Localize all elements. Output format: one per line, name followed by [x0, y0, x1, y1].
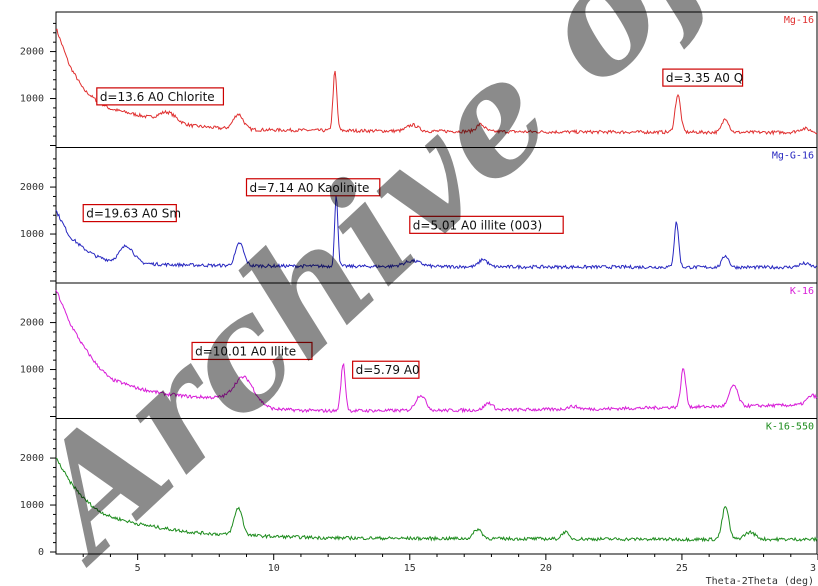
series-line-k-16-550	[55, 457, 818, 543]
series-line-mg-g-16	[55, 195, 818, 270]
series-label: K-16	[790, 286, 814, 297]
x-axis-label: Theta-2Theta (deg)	[706, 576, 814, 586]
annotation-box	[352, 360, 420, 379]
annotation-box	[409, 215, 564, 234]
annotation-label: d=3.35 A0 Q	[666, 71, 743, 85]
annotation-label: d=5.79 A0	[356, 363, 420, 377]
x-axis: 5 10 15 20 25 3 Theta-2Theta (deg)	[82, 554, 818, 586]
x-tick-label: 5	[135, 563, 141, 574]
x-tick-label: 10	[268, 563, 280, 574]
annotation-label: d=10.01 A0 Illite	[195, 344, 296, 358]
y-tick-label: 1000	[20, 229, 44, 240]
panels-layer: 1000 2000 Mg-16 d=13.6 A0 Chlorite d=3.35 A0…	[20, 11, 818, 558]
y-tick-label: 0	[38, 547, 44, 558]
x-tick-label: 25	[676, 563, 688, 574]
annotation-label: d=5.01 A0 illite (003)	[413, 218, 542, 232]
annotation-box	[662, 68, 744, 87]
series-label: Mg-16	[784, 15, 814, 26]
series-line-k-16	[55, 289, 818, 414]
y-tick-label: 2000	[20, 47, 44, 58]
x-tick-label: 3	[810, 563, 816, 574]
y-tick-label: 2000	[20, 453, 44, 464]
y-tick-label: 2000	[20, 182, 44, 193]
y-tick-label: 1000	[20, 94, 44, 105]
annotation-box	[245, 178, 381, 197]
x-tick-label: 15	[404, 563, 416, 574]
annotation-box	[82, 203, 177, 223]
y-tick-label: 1000	[20, 500, 44, 511]
annotation-label: d=19.63 A0 Sm	[86, 207, 181, 221]
y-tick-label: 1000	[20, 365, 44, 376]
panel-k-16: 1000 2000 K-16 d=10.01 A0 Illite d=5.79 A0	[20, 282, 818, 419]
y-tick-label: 2000	[20, 318, 44, 329]
series-label: Mg-G-16	[772, 151, 814, 162]
annotation-box	[96, 87, 225, 106]
series-line-mg-16	[55, 28, 818, 136]
panel-mg-g-16: 1000 2000 Mg-G-16 d=19.63 A0 Sm d=7.14 A0 Ka…	[20, 147, 818, 284]
panel-mg-16: 1000 2000 Mg-16 d=13.6 A0 Chlorite d=3.35 A0…	[20, 11, 818, 148]
series-label: K-16-550	[766, 422, 814, 433]
annotation-box	[191, 341, 313, 361]
annotation-label: d=7.14 A0 Kaolinite	[250, 181, 370, 195]
x-tick-label: 20	[540, 563, 552, 574]
annotation-label: d=13.6 A0 Chlorite	[100, 90, 215, 104]
